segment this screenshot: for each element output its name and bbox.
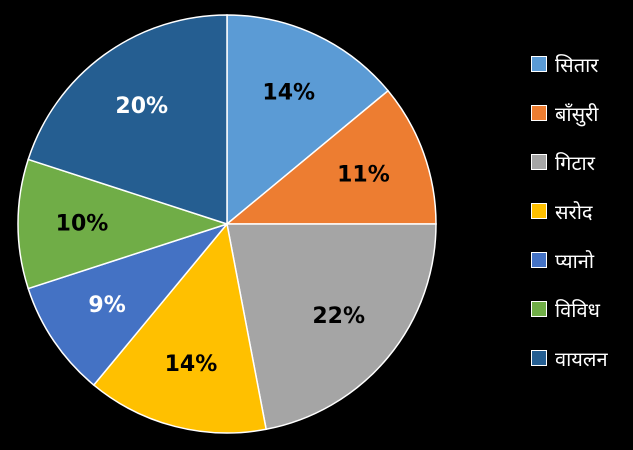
slice-data-label-4: 14% bbox=[165, 352, 218, 377]
legend-swatch bbox=[531, 301, 547, 317]
pie-slice-4 bbox=[92, 222, 268, 434]
legend-label: प्यानो bbox=[555, 248, 595, 273]
pie-slice-3 bbox=[226, 223, 437, 431]
legend-label: गिटार bbox=[555, 150, 595, 175]
legend-item-4: सरोद bbox=[531, 197, 631, 225]
legend-label: सरोद bbox=[555, 199, 593, 224]
legend-label: वायलन bbox=[555, 346, 608, 371]
legend-label: बाँसुरी bbox=[555, 101, 599, 126]
legend-item-6: विविध bbox=[531, 295, 631, 323]
slice-data-label-5: 9% bbox=[88, 293, 125, 318]
legend-swatch bbox=[531, 56, 547, 72]
slice-data-label-7: 20% bbox=[115, 94, 168, 119]
slice-data-label-1: 14% bbox=[262, 80, 315, 105]
legend: सितार बाँसुरी गिटार सरोद प्यानो विविध वायलन bbox=[531, 50, 631, 393]
legend-swatch bbox=[531, 350, 547, 366]
legend-item-2: बाँसुरी bbox=[531, 99, 631, 127]
legend-item-1: सितार bbox=[531, 50, 631, 78]
legend-item-7: वायलन bbox=[531, 344, 631, 372]
slice-data-label-6: 10% bbox=[56, 212, 109, 237]
legend-swatch bbox=[531, 105, 547, 121]
pie-slice-2 bbox=[224, 89, 437, 225]
slice-data-label-2: 11% bbox=[337, 162, 390, 187]
pie-slice-7 bbox=[27, 14, 228, 226]
legend-swatch bbox=[531, 154, 547, 170]
pie-slice-1 bbox=[226, 14, 390, 226]
pie-slice-6 bbox=[17, 158, 230, 290]
legend-label: सितार bbox=[555, 52, 599, 77]
legend-swatch bbox=[531, 252, 547, 268]
legend-label: विविध bbox=[555, 297, 600, 322]
legend-swatch bbox=[531, 203, 547, 219]
slice-data-label-3: 22% bbox=[312, 304, 365, 329]
legend-item-5: प्यानो bbox=[531, 246, 631, 274]
legend-item-3: गिटार bbox=[531, 148, 631, 176]
pie-slice-5 bbox=[27, 222, 230, 387]
